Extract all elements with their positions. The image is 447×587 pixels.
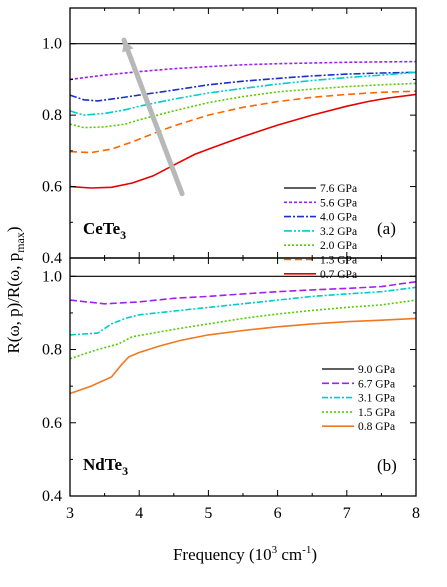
panel-a-y-tick-label-2: 0.8 (42, 107, 62, 124)
panel-b-y-tick-label-3: 1.0 (42, 268, 62, 285)
panel-b-legend-label-0: 9.0 GPa (358, 364, 395, 376)
x-tick-label-4: 7 (343, 505, 351, 522)
x-axis-title: Frequency (103 cm-1) (173, 544, 317, 564)
panel-a-y-tick-label-1: 0.6 (42, 179, 62, 196)
panel-b-y-tick-label-0: 0.4 (42, 488, 62, 505)
panel-b-series-line-2 (69, 286, 417, 336)
panel-a-tag: (a) (377, 219, 396, 238)
panel-b-y-tick-label-1: 0.6 (42, 415, 62, 432)
x-tick-label-1: 4 (135, 505, 143, 522)
panel-a-legend-label-5: 1.3 GPa (320, 255, 357, 267)
panel-a-series-line-1 (69, 60, 417, 81)
panel-b-series-line-4 (69, 317, 417, 395)
x-tick-label-2: 5 (204, 505, 212, 522)
panel-a-series-line-3 (69, 71, 417, 116)
panel-a-series-line-2 (69, 71, 417, 102)
panel-b-series (69, 275, 417, 395)
panel-b-legend-label-3: 1.5 GPa (358, 407, 395, 419)
panel-b-ndte3: 3 4 5 6 7 8 0.4 0.6 0.8 1.0 9.0 GPa 6.7 GPa 3.1 GPa… (42, 257, 420, 522)
panel-b-legend-label-2: 3.1 GPa (358, 393, 395, 405)
panel-a-legend-label-0: 7.6 GPa (320, 183, 357, 195)
pressure-arrow-shaft (121, 37, 185, 197)
panel-a-legend-label-2: 4.0 GPa (320, 212, 357, 224)
y-axis-title: R(ω, p)/R(ω, pmax) (4, 226, 27, 353)
panel-a-frame (69, 7, 417, 259)
panel-b-y-tick-label-2: 0.8 (42, 342, 62, 359)
panel-a-cete3: 0.4 0.6 0.8 1.0 7.6 GPa 5.6 GPa 4.0 GPa 3.2 GP… (42, 7, 417, 281)
panel-a-compound-label: CeTe3 (83, 219, 126, 242)
panel-b-legend-label-4: 0.8 GPa (358, 421, 395, 433)
panel-a-legend-label-1: 5.6 GPa (320, 197, 357, 209)
panel-a-y-tick-label-0: 0.4 (42, 250, 62, 267)
panel-b-compound-label: NdTe3 (83, 455, 128, 478)
panel-a-series-line-6 (69, 93, 417, 189)
x-tick-label-3: 6 (274, 505, 282, 522)
panel-b-legend-label-1: 6.7 GPa (358, 378, 395, 390)
panel-a-legend-label-4: 2.0 GPa (320, 240, 357, 252)
panel-a-legend-label-3: 3.2 GPa (320, 226, 357, 238)
panel-a-series (69, 37, 417, 197)
panel-a-ticks: 0.4 0.6 0.8 1.0 (42, 8, 417, 267)
x-tick-label-0: 3 (66, 505, 74, 522)
panel-a-series-line-4 (69, 82, 417, 129)
panel-b-legend: 9.0 GPa 6.7 GPa 3.1 GPa 1.5 GPa 0.8 GPa (322, 364, 395, 433)
panel-b-tag: (b) (377, 456, 397, 475)
panel-a-series-line-5 (69, 90, 417, 154)
panel-b-series-line-1 (69, 281, 417, 305)
panel-a-legend: 7.6 GPa 5.6 GPa 4.0 GPa 3.2 GPa 2.0 GPa 1.3 G… (284, 183, 357, 281)
panel-b-series-line-3 (69, 299, 417, 360)
pressure-arrow-head (122, 40, 134, 53)
x-tick-label-5: 8 (412, 505, 420, 522)
panel-b-ticks: 3 4 5 6 7 8 0.4 0.6 0.8 1.0 (42, 258, 420, 522)
panel-a-legend-label-6: 0.7 GPa (320, 269, 357, 281)
panel-a-y-tick-label-3: 1.0 (42, 36, 62, 53)
